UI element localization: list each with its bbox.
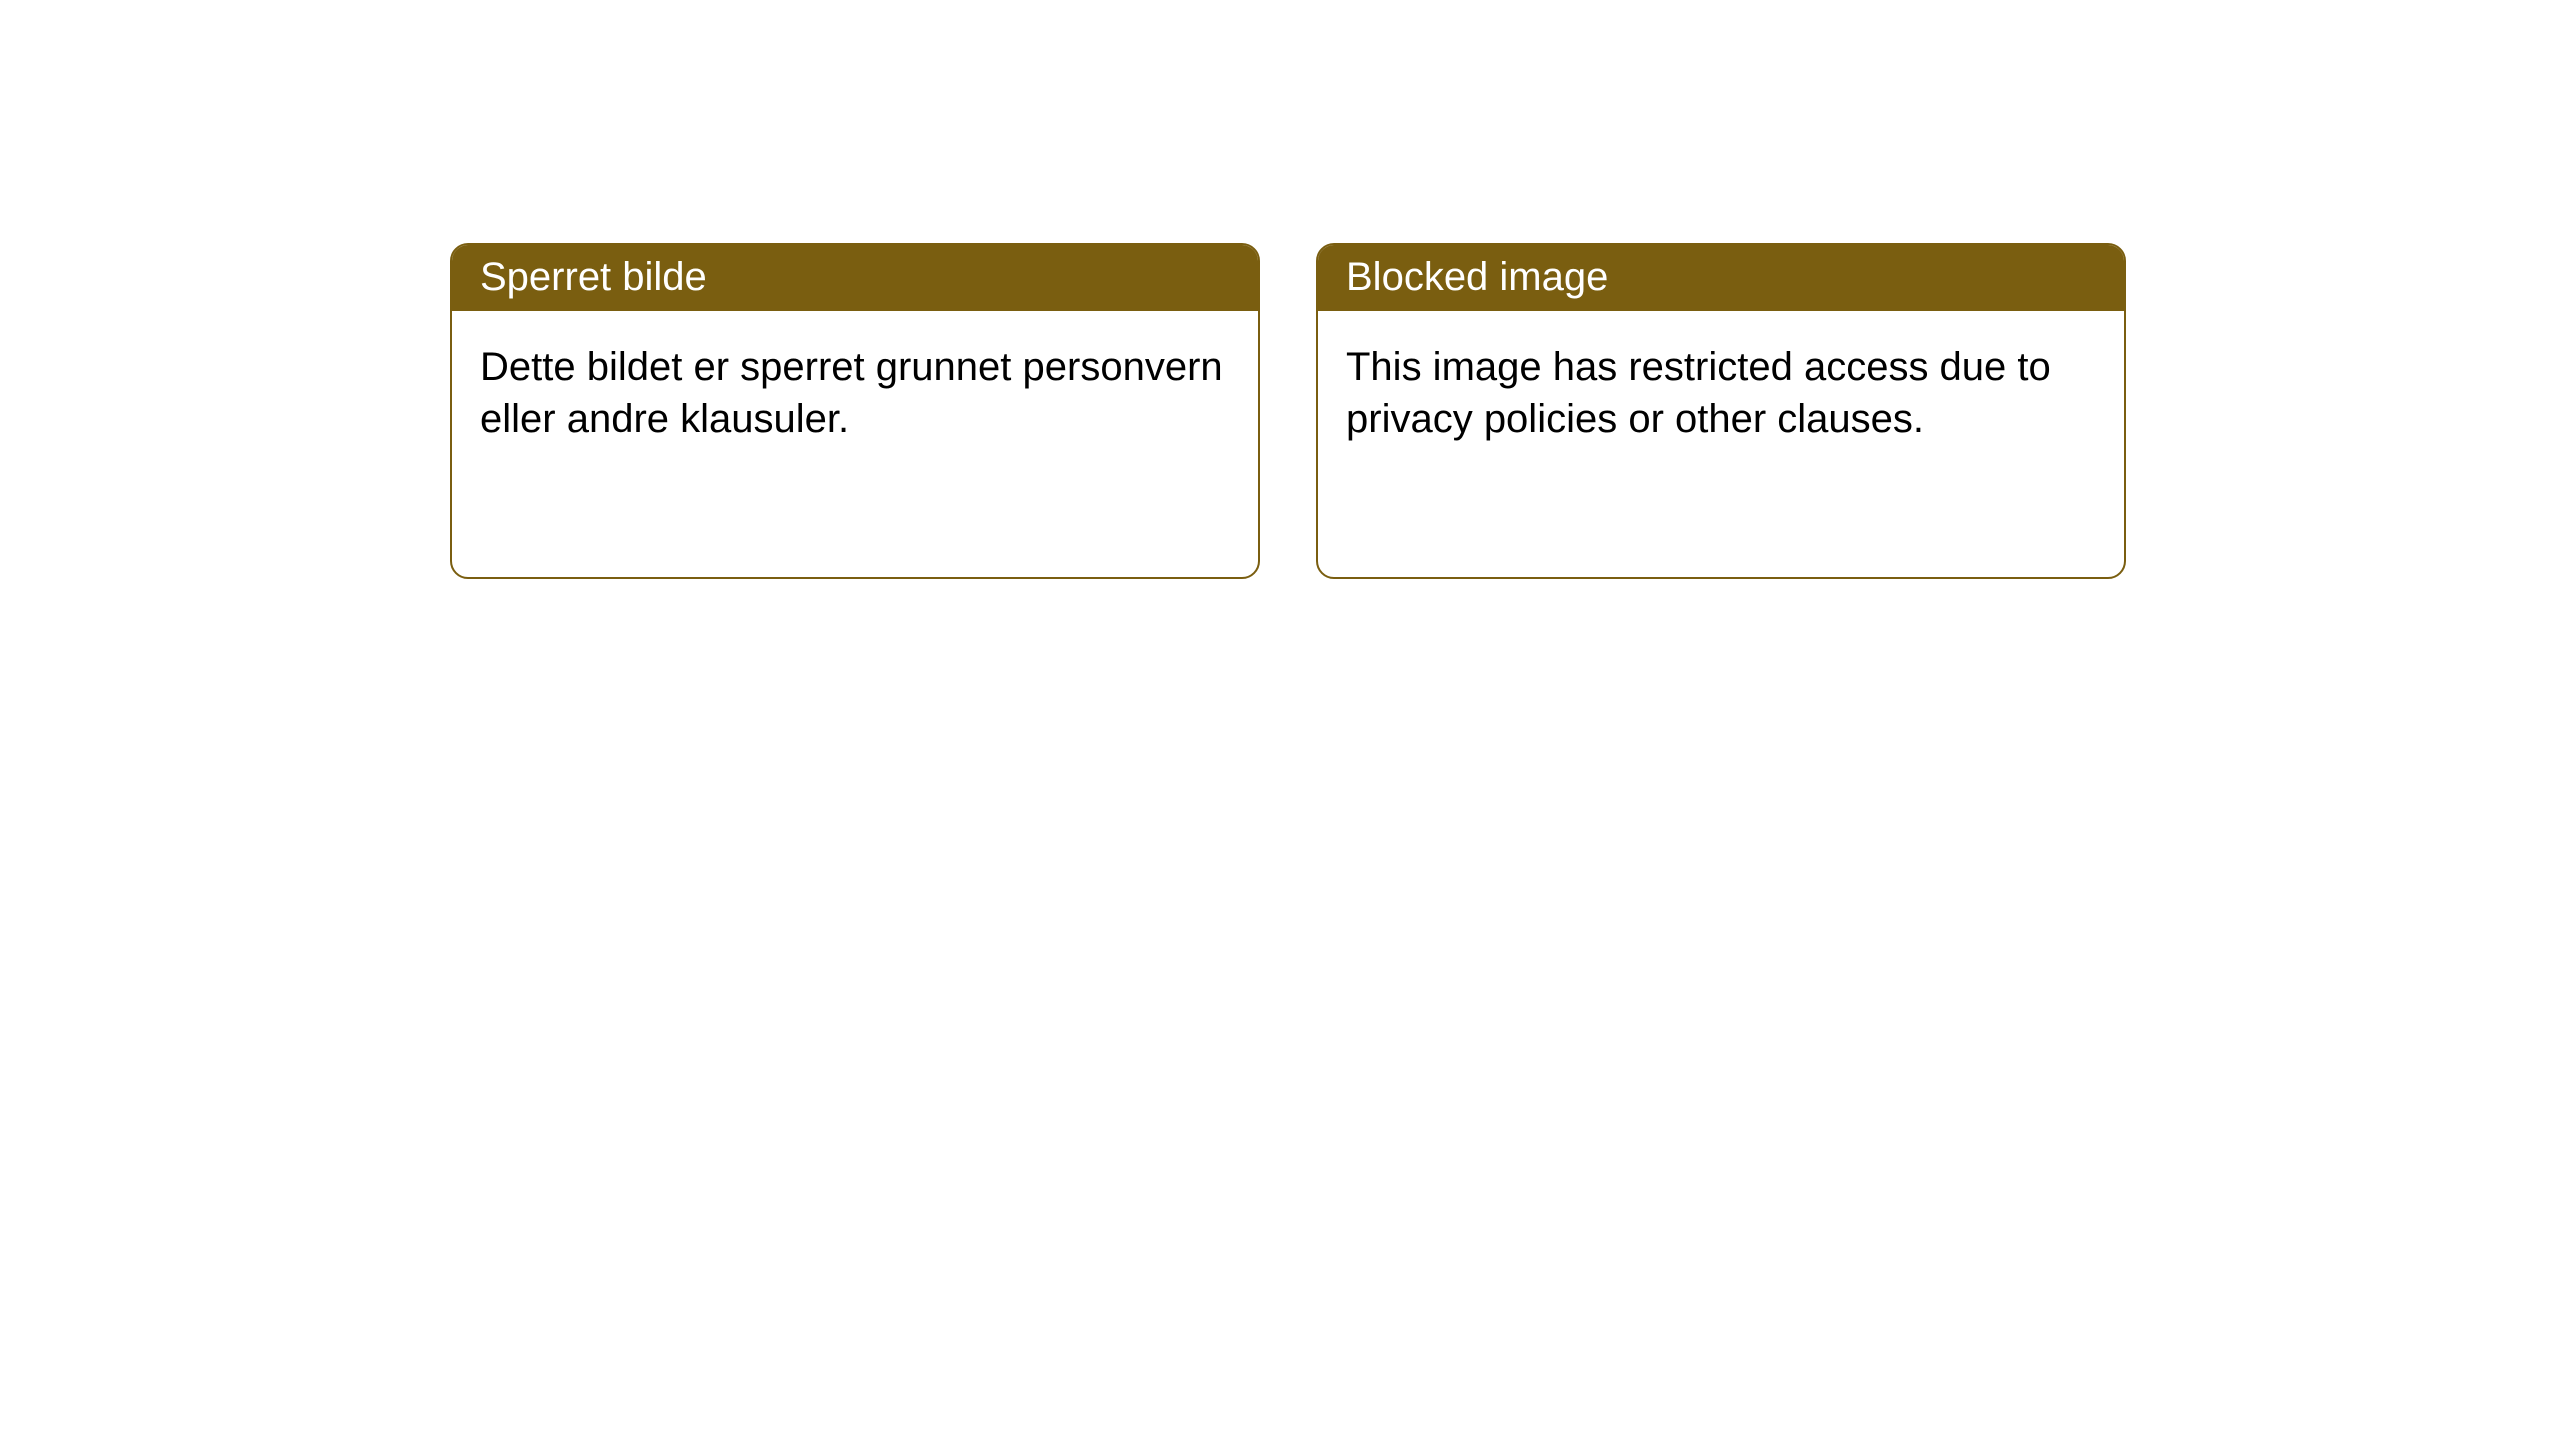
notice-card-norwegian: Sperret bilde Dette bildet er sperret gr… [450, 243, 1260, 579]
card-body: Dette bildet er sperret grunnet personve… [452, 311, 1258, 475]
card-header: Blocked image [1318, 245, 2124, 311]
card-title: Blocked image [1346, 255, 1608, 299]
card-header: Sperret bilde [452, 245, 1258, 311]
card-body-text: This image has restricted access due to … [1346, 345, 2051, 441]
card-title: Sperret bilde [480, 255, 707, 299]
card-body: This image has restricted access due to … [1318, 311, 2124, 475]
card-body-text: Dette bildet er sperret grunnet personve… [480, 345, 1223, 441]
notice-card-english: Blocked image This image has restricted … [1316, 243, 2126, 579]
notice-cards-container: Sperret bilde Dette bildet er sperret gr… [0, 0, 2560, 579]
